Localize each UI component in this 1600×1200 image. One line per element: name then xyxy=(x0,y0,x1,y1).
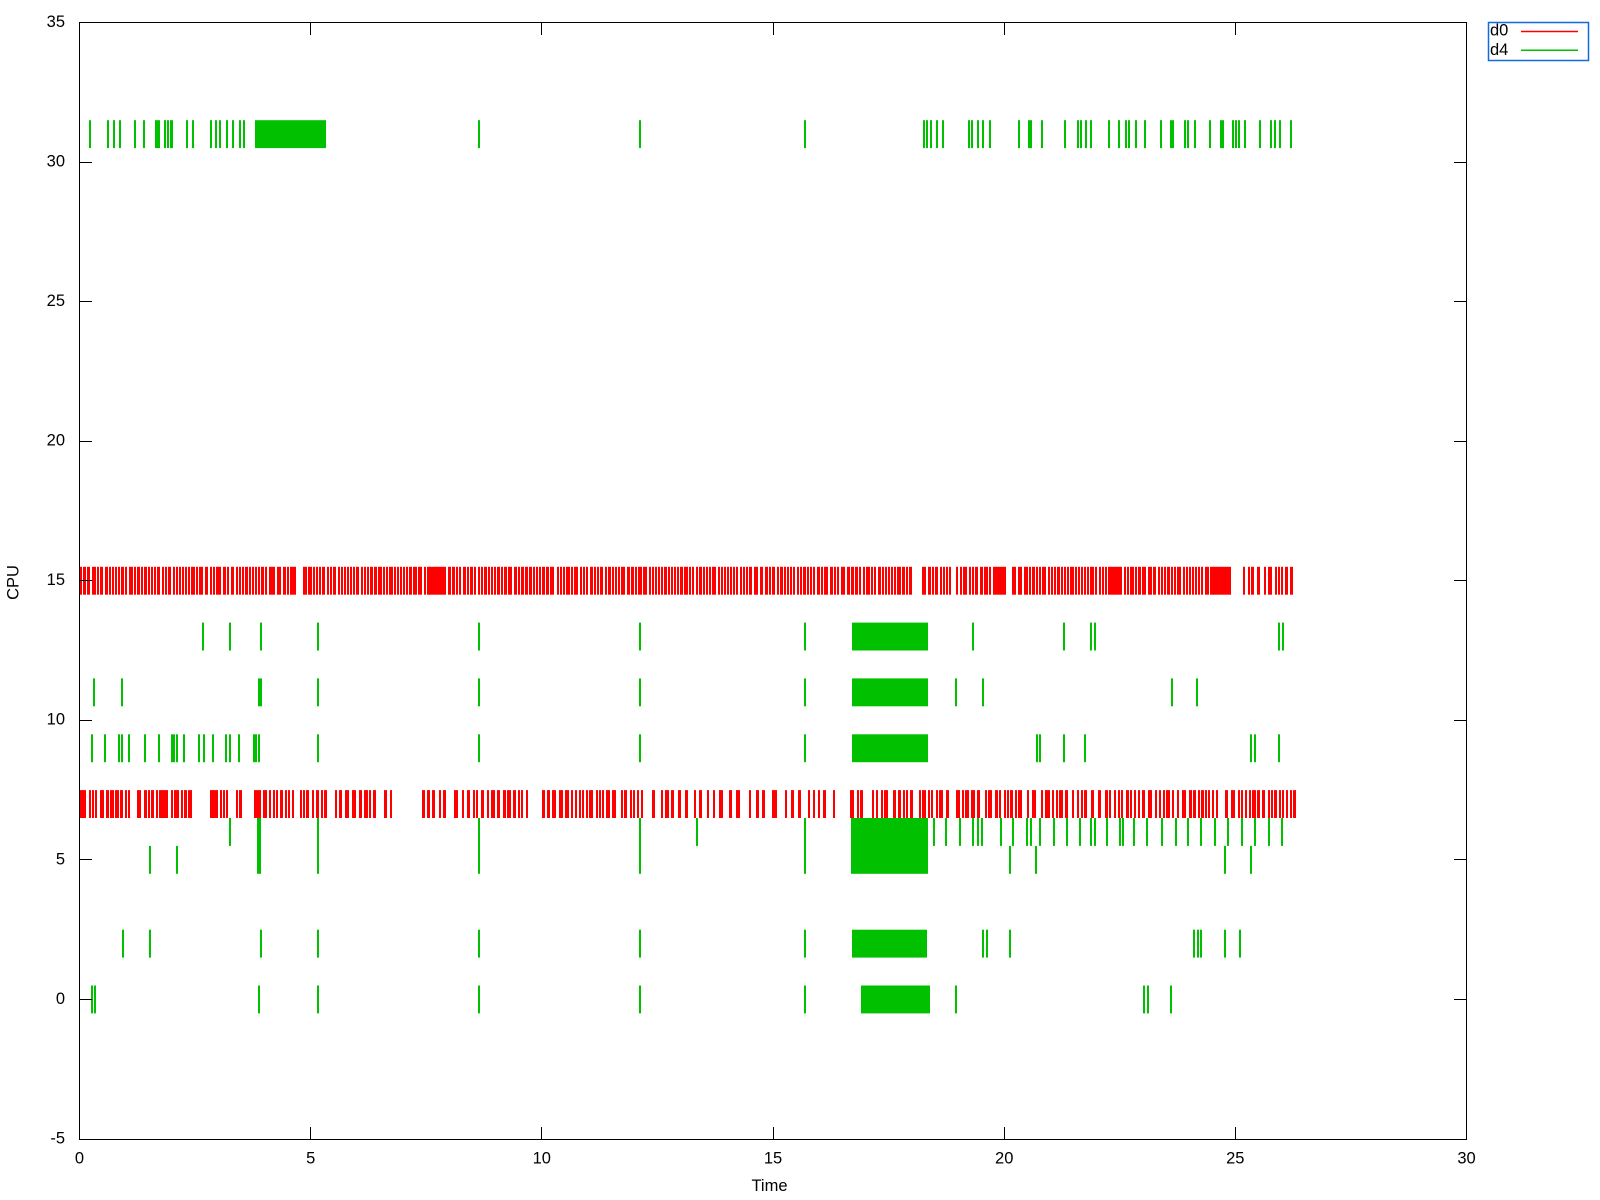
svg-text:25: 25 xyxy=(47,292,65,310)
svg-text:-5: -5 xyxy=(50,1129,65,1147)
svg-text:10: 10 xyxy=(47,711,65,729)
svg-text:5: 5 xyxy=(56,850,65,868)
svg-text:30: 30 xyxy=(1457,1149,1475,1167)
svg-text:CPU: CPU xyxy=(5,565,23,600)
svg-text:15: 15 xyxy=(764,1149,782,1167)
svg-text:20: 20 xyxy=(995,1149,1013,1167)
svg-text:0: 0 xyxy=(56,990,65,1008)
svg-text:5: 5 xyxy=(306,1149,315,1167)
svg-text:25: 25 xyxy=(1226,1149,1244,1167)
svg-text:15: 15 xyxy=(47,571,65,589)
svg-text:10: 10 xyxy=(533,1149,551,1167)
svg-text:d0: d0 xyxy=(1490,22,1508,40)
svg-text:20: 20 xyxy=(47,432,65,450)
svg-text:35: 35 xyxy=(47,13,65,31)
svg-text:0: 0 xyxy=(75,1149,84,1167)
svg-text:Time: Time xyxy=(751,1177,787,1195)
svg-text:d4: d4 xyxy=(1490,41,1508,59)
svg-text:30: 30 xyxy=(47,153,65,171)
